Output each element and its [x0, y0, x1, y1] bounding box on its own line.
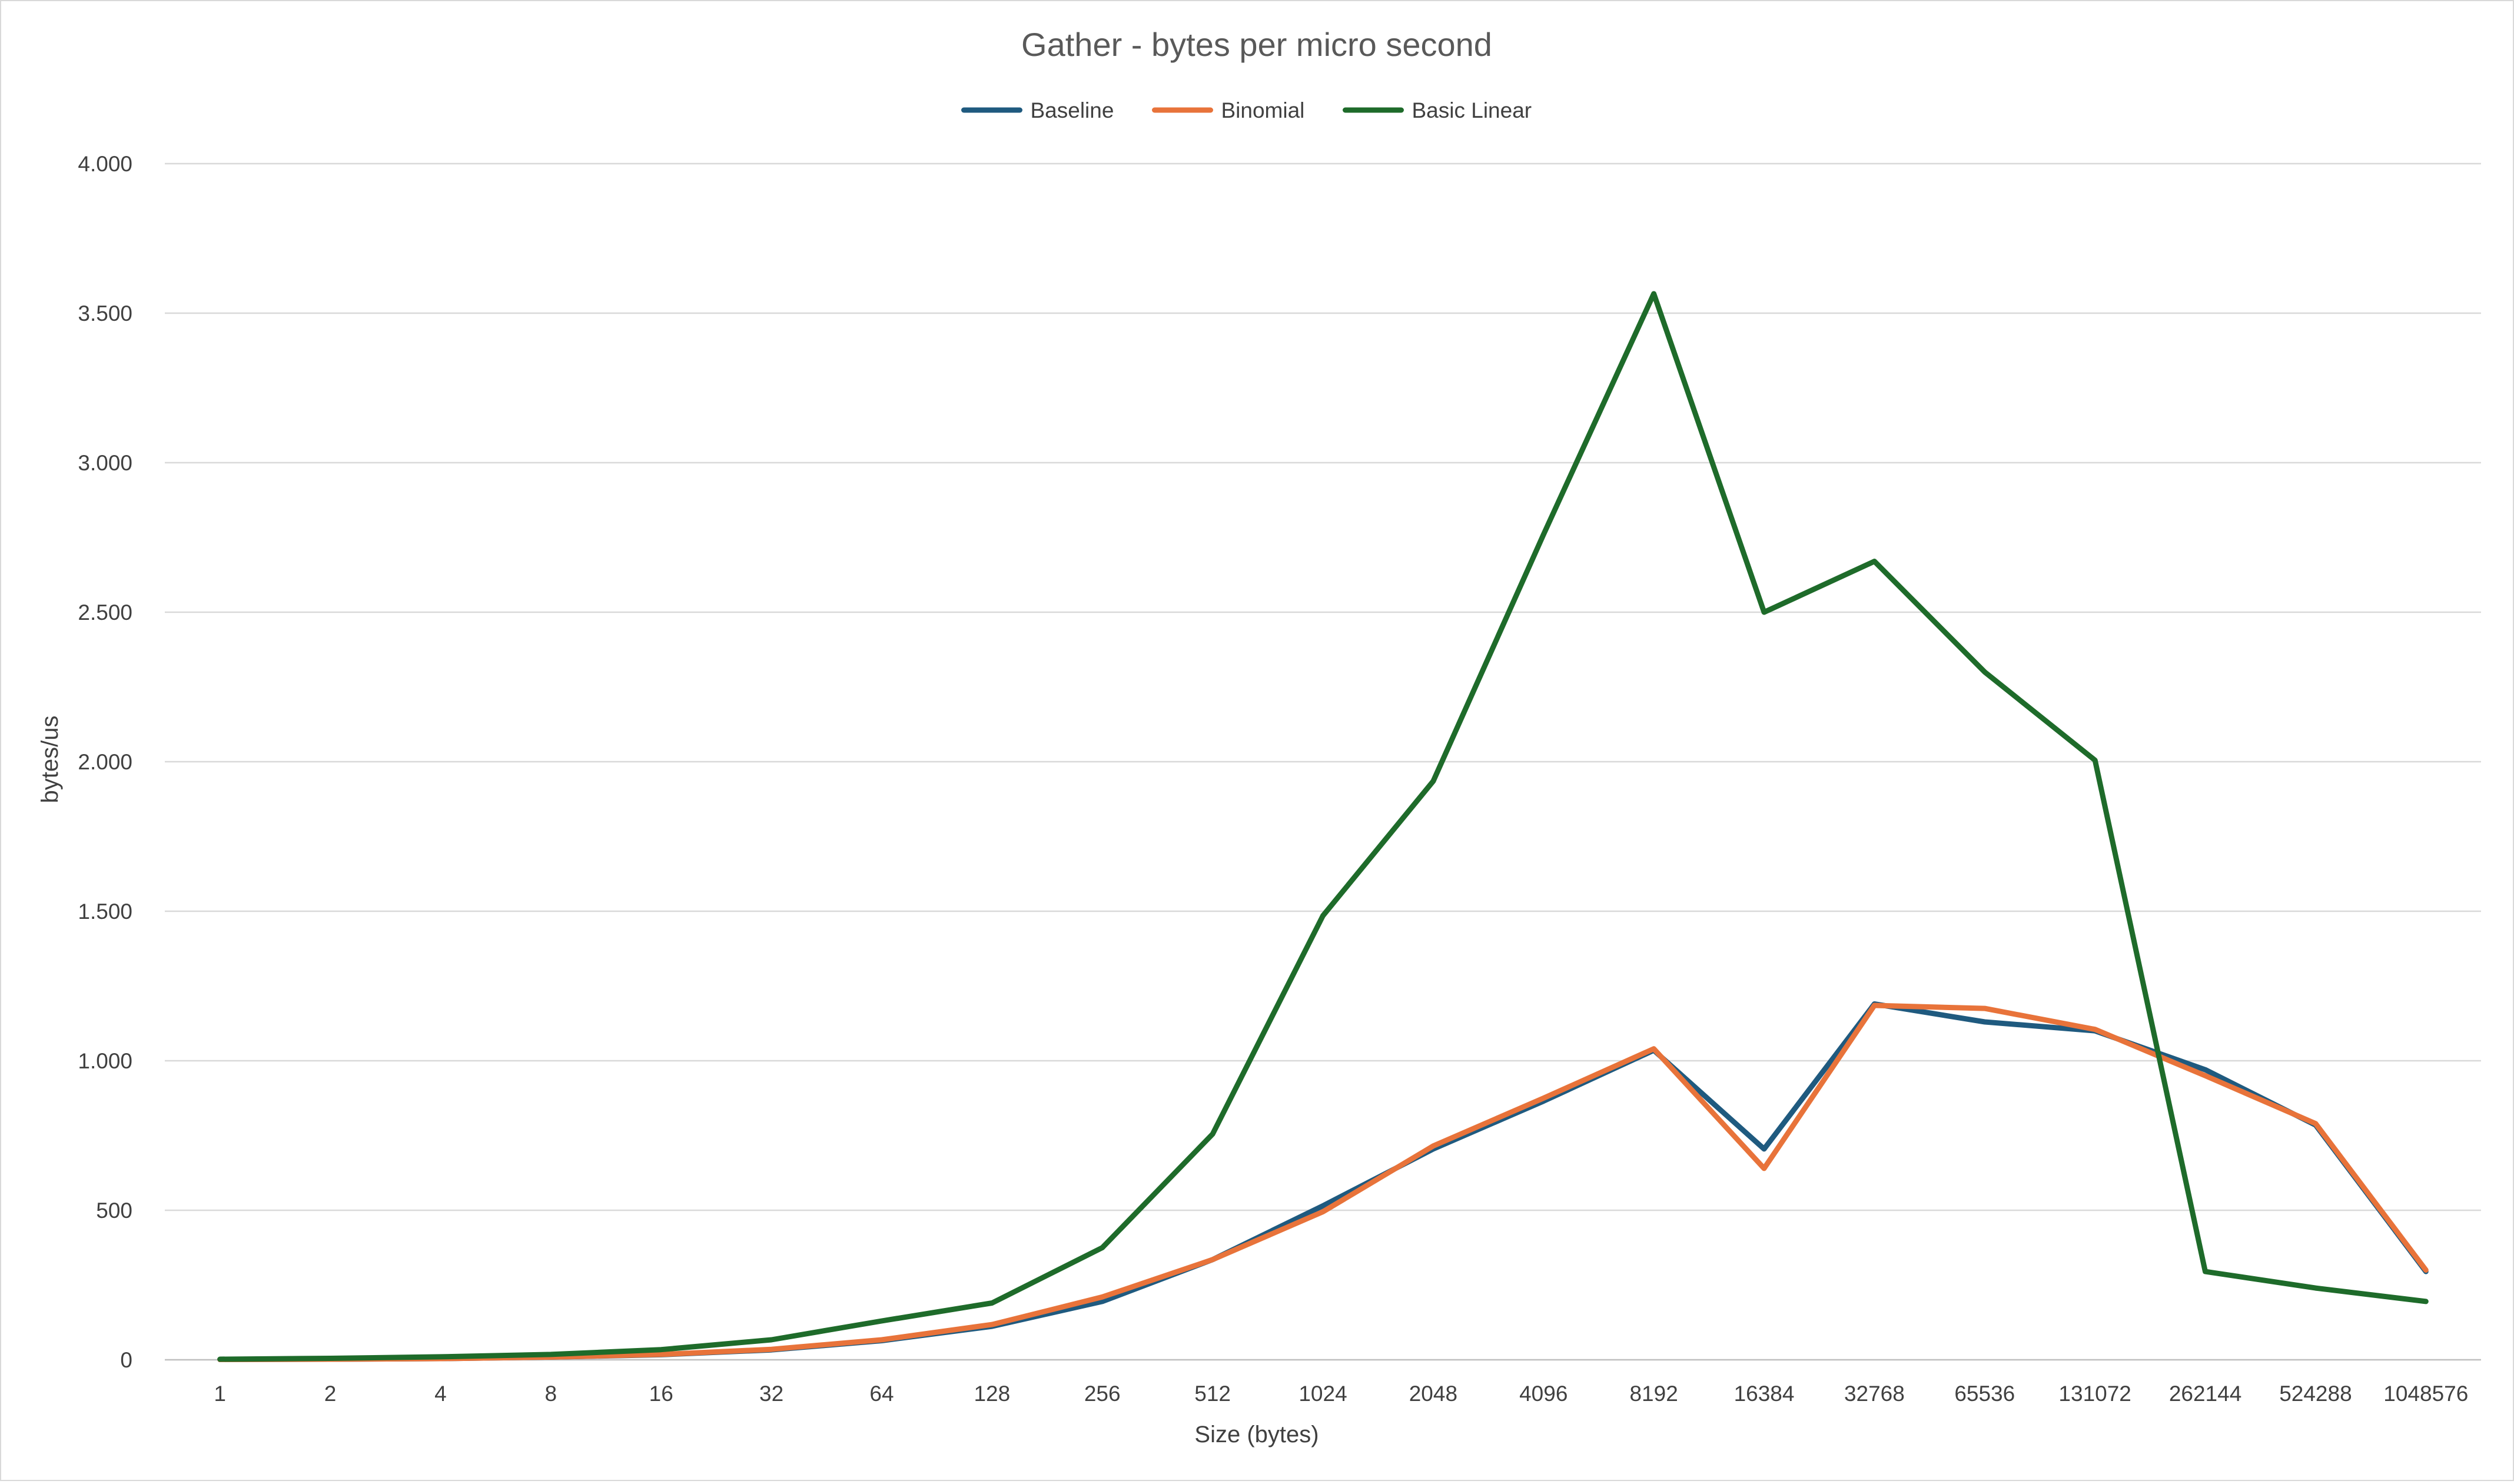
y-tick-label: 2.500: [78, 600, 132, 625]
x-tick-label: 32: [759, 1382, 783, 1406]
y-axis-ticks: 0 500 1.000 1.500 2.000 2.500 3.000 3.500 4.000: [78, 152, 132, 1372]
x-tick-label: 512: [1194, 1382, 1231, 1406]
y-tick-label: 500: [96, 1199, 132, 1223]
x-tick-label: 4096: [1519, 1382, 1567, 1406]
legend-label-basic-linear: Basic Linear: [1412, 98, 1532, 122]
x-tick-label: 16: [649, 1382, 673, 1406]
x-tick-label: 256: [1084, 1382, 1121, 1406]
x-axis-ticks: 1 2 4 8 16 32 64 128 256 512 1024 2048 4096 8192 16384…: [214, 1382, 2468, 1406]
y-axis-title: bytes/us: [37, 716, 63, 804]
y-tick-label: 3.500: [78, 301, 132, 326]
x-tick-label: 2: [324, 1382, 337, 1406]
x-tick-label: 65536: [1954, 1382, 2015, 1406]
y-tick-label: 1.000: [78, 1049, 132, 1073]
x-tick-label: 1024: [1298, 1382, 1347, 1406]
y-tick-label: 2.000: [78, 750, 132, 774]
chart-title: Gather - bytes per micro second: [1021, 26, 1492, 63]
x-tick-label: 2048: [1409, 1382, 1457, 1406]
x-tick-label: 8: [545, 1382, 557, 1406]
y-tick-label: 4.000: [78, 152, 132, 176]
legend-label-baseline: Baseline: [1031, 98, 1114, 122]
y-tick-label: 3.000: [78, 451, 132, 475]
series-line-basic-linear: [217, 291, 2429, 1362]
x-tick-label: 1: [214, 1382, 226, 1406]
series-group: [217, 291, 2429, 1362]
legend: Baseline Binomial Basic Linear: [961, 98, 1532, 122]
x-tick-label: 4: [434, 1382, 447, 1406]
x-tick-label: 1048576: [2383, 1382, 2468, 1406]
y-tick-label: 1.500: [78, 899, 132, 924]
series-line-binomial: [217, 1002, 2429, 1362]
y-tick-label: 0: [120, 1348, 132, 1372]
x-tick-label: 262144: [2169, 1382, 2241, 1406]
x-axis-title: Size (bytes): [1194, 1422, 1319, 1448]
x-tick-label: 128: [974, 1382, 1010, 1406]
x-tick-label: 64: [869, 1382, 894, 1406]
x-tick-label: 131072: [2058, 1382, 2131, 1406]
x-tick-label: 32768: [1844, 1382, 1905, 1406]
x-tick-label: 8192: [1629, 1382, 1678, 1406]
legend-label-binomial: Binomial: [1221, 98, 1305, 122]
x-tick-label: 16384: [1734, 1382, 1795, 1406]
x-tick-label: 524288: [2279, 1382, 2352, 1406]
